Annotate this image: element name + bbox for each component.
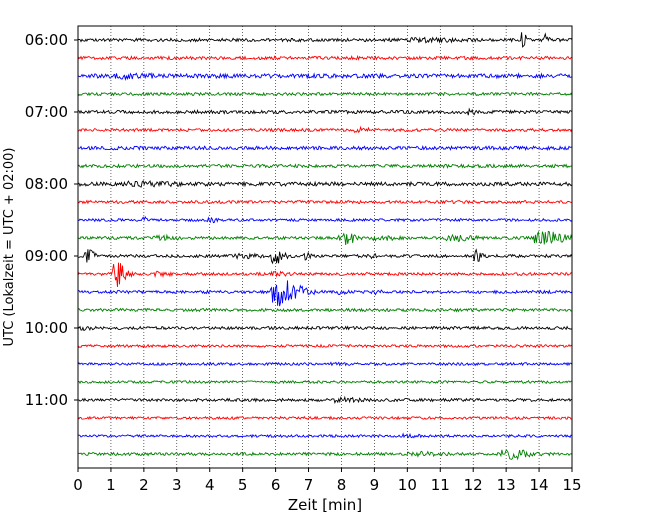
x-tick-label: 7 xyxy=(304,476,314,494)
y-tick-label: 08:00 xyxy=(25,175,68,193)
trace-line xyxy=(77,449,573,461)
x-tick-label: 15 xyxy=(562,476,581,494)
x-tick-label: 2 xyxy=(139,476,149,494)
trace-line xyxy=(77,361,573,367)
x-tick-label: 1 xyxy=(106,476,116,494)
trace-line xyxy=(77,91,573,97)
trace-line xyxy=(77,343,573,349)
trace-line xyxy=(77,32,573,48)
x-tick-label: 11 xyxy=(431,476,450,494)
y-axis-ticks: 06:00 07:00 08:00 09:00 10:00 11:00 xyxy=(25,31,78,409)
trace-line xyxy=(77,307,573,313)
x-tick-label: 3 xyxy=(172,476,182,494)
x-tick-label: 8 xyxy=(337,476,347,494)
y-tick-label: 10:00 xyxy=(25,319,68,337)
x-tick-label: 14 xyxy=(530,476,549,494)
y-tick-label: 06:00 xyxy=(25,31,68,49)
trace-line xyxy=(77,163,573,169)
y-tick-label: 11:00 xyxy=(25,391,68,409)
y-tick-label: 07:00 xyxy=(25,103,68,121)
trace-line xyxy=(77,54,573,61)
trace-line xyxy=(77,107,573,116)
y-tick-label: 09:00 xyxy=(25,247,68,265)
trace-line xyxy=(77,415,572,421)
trace-line xyxy=(77,325,573,332)
trace-line xyxy=(77,280,573,307)
x-tick-label: 4 xyxy=(205,476,215,494)
seismogram-traces xyxy=(77,32,573,461)
x-tick-label: 12 xyxy=(464,476,483,494)
trace-line xyxy=(77,379,573,385)
trace-line xyxy=(77,72,573,81)
trace-line xyxy=(77,144,573,151)
trace-line xyxy=(77,432,573,439)
trace-line xyxy=(77,199,573,205)
trace-line xyxy=(77,230,573,246)
x-axis-ticks: 0 1 2 3 4 5 6 7 8 9 10 11 12 13 14 15 xyxy=(73,468,582,494)
x-tick-label: 13 xyxy=(497,476,516,494)
trace-line xyxy=(77,395,572,404)
x-tick-label: 9 xyxy=(370,476,380,494)
x-tick-label: 10 xyxy=(398,476,417,494)
trace-line xyxy=(77,248,573,265)
trace-line xyxy=(77,125,573,134)
x-axis-label: Zeit [min] xyxy=(288,496,362,514)
x-tick-label: 6 xyxy=(271,476,281,494)
plot-frame xyxy=(77,25,573,469)
trace-line xyxy=(77,215,573,224)
trace-line xyxy=(77,179,573,188)
x-tick-label: 0 xyxy=(73,476,83,494)
trace-line xyxy=(77,262,573,287)
x-tick-label: 5 xyxy=(238,476,248,494)
y-axis-label: UTC (Lokalzeit = UTC + 02:00) xyxy=(2,148,17,347)
